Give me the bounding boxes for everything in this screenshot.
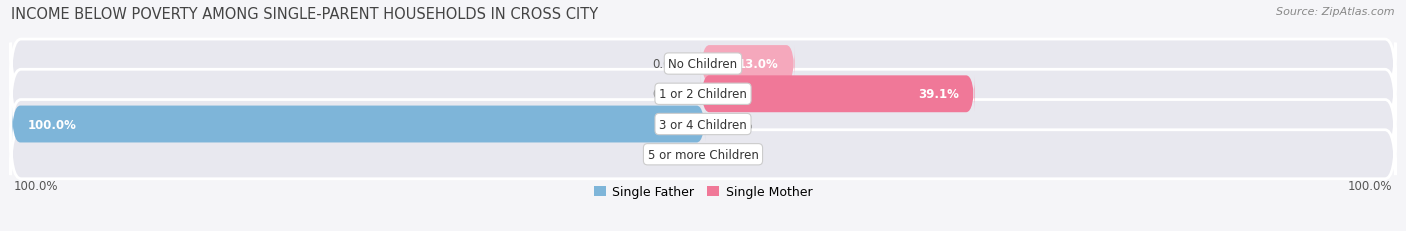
FancyBboxPatch shape [11, 70, 1395, 119]
Text: 0.0%: 0.0% [652, 148, 682, 161]
Text: 100.0%: 100.0% [1347, 179, 1392, 192]
Text: 0.0%: 0.0% [724, 148, 754, 161]
Legend: Single Father, Single Mother: Single Father, Single Mother [589, 181, 817, 204]
Text: 5 or more Children: 5 or more Children [648, 148, 758, 161]
FancyBboxPatch shape [702, 76, 974, 113]
Text: INCOME BELOW POVERTY AMONG SINGLE-PARENT HOUSEHOLDS IN CROSS CITY: INCOME BELOW POVERTY AMONG SINGLE-PARENT… [11, 7, 599, 22]
Text: 100.0%: 100.0% [28, 118, 77, 131]
Text: 0.0%: 0.0% [724, 118, 754, 131]
FancyBboxPatch shape [13, 106, 704, 143]
FancyBboxPatch shape [11, 40, 1395, 89]
FancyBboxPatch shape [11, 130, 1395, 179]
Text: 39.1%: 39.1% [918, 88, 959, 101]
Text: 13.0%: 13.0% [738, 58, 779, 71]
FancyBboxPatch shape [702, 46, 794, 83]
FancyBboxPatch shape [11, 100, 1395, 149]
Text: 3 or 4 Children: 3 or 4 Children [659, 118, 747, 131]
Text: 1 or 2 Children: 1 or 2 Children [659, 88, 747, 101]
Text: No Children: No Children [668, 58, 738, 71]
Text: 0.0%: 0.0% [652, 58, 682, 71]
Text: 100.0%: 100.0% [14, 179, 59, 192]
Text: 0.0%: 0.0% [652, 88, 682, 101]
Text: Source: ZipAtlas.com: Source: ZipAtlas.com [1277, 7, 1395, 17]
